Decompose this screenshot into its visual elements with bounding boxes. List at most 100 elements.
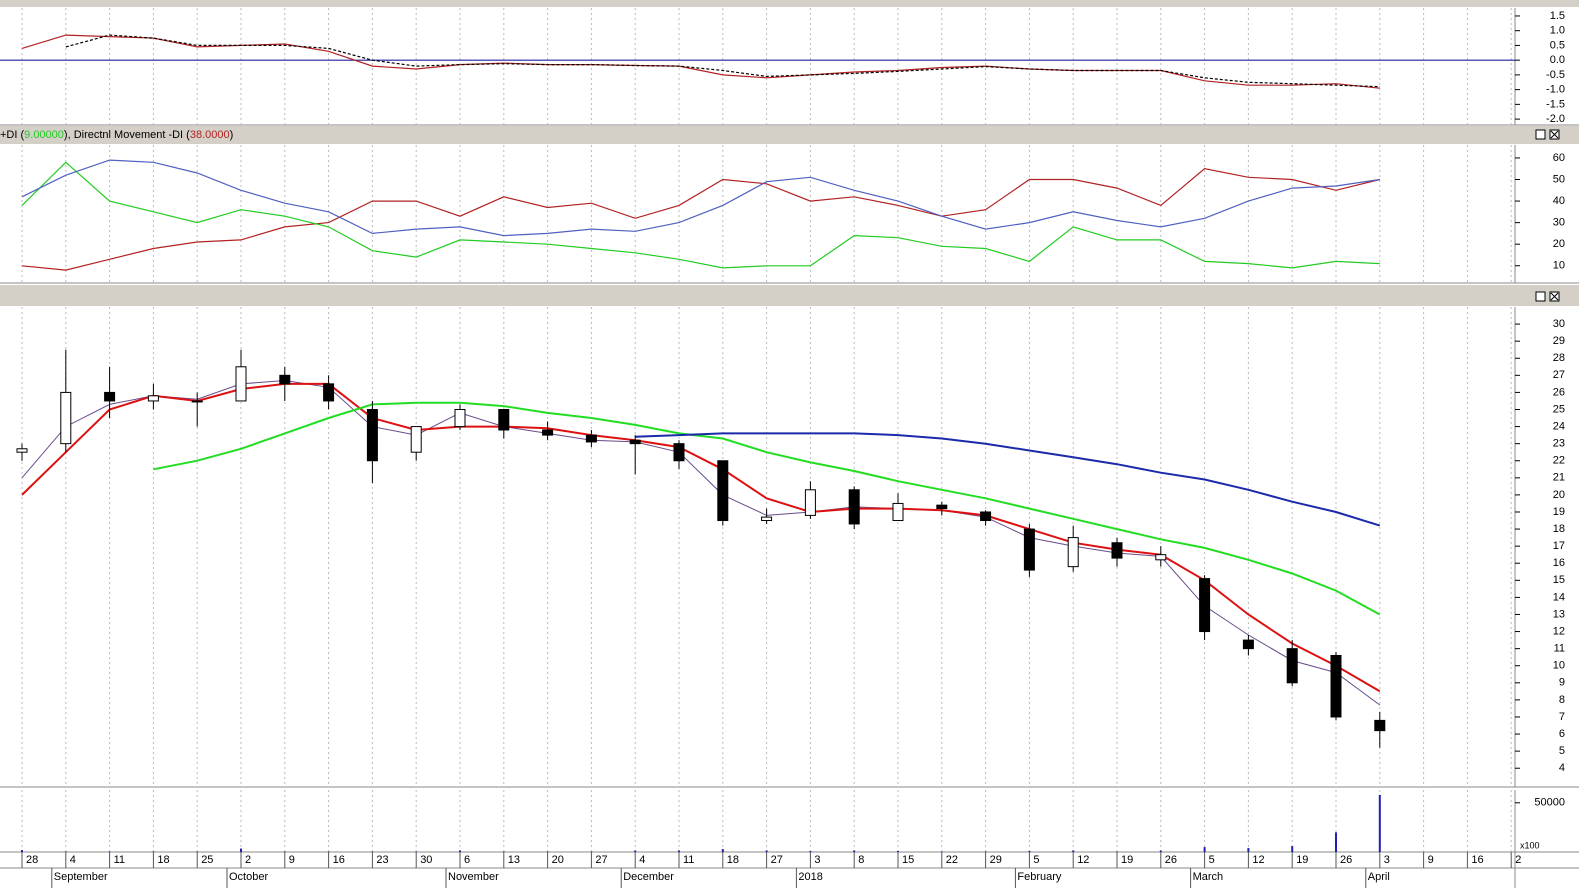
candle-body xyxy=(804,489,816,516)
y-tick-label: 0.0 xyxy=(1550,54,1565,66)
y-tick-label: 28 xyxy=(1553,352,1565,364)
volume-bar xyxy=(240,848,242,852)
y-tick-label: 11 xyxy=(1554,643,1565,655)
y-tick-label: 26 xyxy=(1553,386,1565,398)
y-tick-label: 4 xyxy=(1559,762,1565,774)
x-tick-label: 18 xyxy=(727,854,739,866)
series-line xyxy=(21,379,1381,706)
month-label: December xyxy=(623,871,674,883)
candle-body xyxy=(454,408,466,428)
volume-bar xyxy=(1203,847,1206,852)
y-tick-label: 5 xyxy=(1559,745,1565,757)
y-tick-label: 40 xyxy=(1553,195,1565,207)
series-line xyxy=(21,168,1380,271)
legend-text: ) xyxy=(230,129,234,141)
volume-bar xyxy=(765,850,768,852)
candle-body xyxy=(585,434,597,443)
x-tick-label: 19 xyxy=(1121,854,1133,866)
maximize-button[interactable] xyxy=(1535,291,1546,302)
month-label: October xyxy=(229,871,268,883)
month-label: April xyxy=(1368,871,1390,883)
y-tick-label: 15 xyxy=(1553,574,1565,586)
candle-body xyxy=(1286,648,1298,684)
x-tick-label: 23 xyxy=(376,854,388,866)
x-tick-label: 3 xyxy=(814,854,820,866)
panel-header xyxy=(0,285,1579,306)
close-icon xyxy=(1550,130,1559,139)
volume-unit: x100 xyxy=(1520,840,1540,850)
panel-header xyxy=(0,126,1579,144)
legend-text: ), Directnl Movement -DI ( xyxy=(64,129,190,141)
x-tick-label: 4 xyxy=(639,854,645,866)
x-tick-label: 18 xyxy=(157,854,169,866)
volume-bar xyxy=(1028,851,1031,852)
series-line xyxy=(21,159,1380,237)
x-tick-label: 8 xyxy=(858,854,864,866)
y-tick-label: 29 xyxy=(1553,335,1565,347)
y-tick-label: 30 xyxy=(1553,318,1565,330)
candle-body xyxy=(1023,528,1035,571)
candle-body xyxy=(761,516,773,522)
x-tick-label: 29 xyxy=(990,854,1002,866)
x-tick-label: 9 xyxy=(1428,854,1434,866)
y-tick-label: 9 xyxy=(1559,677,1565,689)
volume-bar xyxy=(634,850,637,852)
x-tick-label: 3 xyxy=(1384,854,1390,866)
y-tick-label: 20 xyxy=(1553,489,1565,501)
candle-body xyxy=(16,448,28,453)
candle-body xyxy=(147,395,159,402)
y-tick-label: 24 xyxy=(1553,420,1565,432)
indicator-legend: +DI (9.00000), Directnl Movement -DI (38… xyxy=(0,129,233,141)
y-tick-label: 1.0 xyxy=(1550,25,1565,37)
volume-bar xyxy=(809,851,812,852)
month-label: 2018 xyxy=(798,871,822,883)
y-tick-label: 10 xyxy=(1553,660,1565,672)
candle-body xyxy=(410,426,422,453)
volume-bar xyxy=(897,851,899,852)
legend-text: +DI ( xyxy=(0,129,24,141)
volume-bar xyxy=(678,850,680,852)
x-tick-label: 26 xyxy=(1165,854,1177,866)
volume-bar xyxy=(1291,846,1294,852)
y-tick-label: 60 xyxy=(1553,152,1565,164)
candle-body xyxy=(1155,554,1167,561)
month-label: February xyxy=(1017,871,1062,883)
series-line xyxy=(635,432,1381,527)
x-tick-label: 5 xyxy=(1033,854,1039,866)
candle-body xyxy=(279,374,291,385)
legend-value: 9.00000 xyxy=(24,129,64,141)
series-line xyxy=(21,161,1380,269)
series-line xyxy=(21,34,1380,89)
volume-bar xyxy=(1247,848,1250,852)
x-tick-label: 11 xyxy=(683,854,694,866)
x-tick-label: 2 xyxy=(1515,854,1521,866)
y-tick-label: 23 xyxy=(1553,438,1565,450)
y-tick-label: 14 xyxy=(1553,591,1565,603)
y-tick-label: 12 xyxy=(1553,625,1565,637)
maximize-button[interactable] xyxy=(1535,129,1546,140)
series-line xyxy=(153,401,1381,616)
candle-body xyxy=(1067,537,1079,568)
close-icon xyxy=(1550,292,1559,301)
y-tick-label: 19 xyxy=(1553,506,1565,518)
candle-body xyxy=(1330,654,1342,718)
y-tick-label: 1.5 xyxy=(1550,10,1565,22)
x-tick-label: 16 xyxy=(333,854,345,866)
x-tick-label: 9 xyxy=(289,854,295,866)
volume-bar xyxy=(459,850,461,852)
x-tick-label: 15 xyxy=(902,854,914,866)
legend-value: 38.0000 xyxy=(190,129,230,141)
month-label: March xyxy=(1193,871,1224,883)
panel-header xyxy=(0,0,1579,7)
candle-body xyxy=(936,504,948,510)
x-tick-label: 26 xyxy=(1340,854,1352,866)
volume-bar xyxy=(1159,850,1162,852)
candle-body xyxy=(542,429,554,436)
candle-body xyxy=(191,400,203,403)
y-tick-label: 7 xyxy=(1559,711,1565,723)
candle-body xyxy=(717,460,729,522)
x-tick-label: 27 xyxy=(771,854,783,866)
x-tick-label: 28 xyxy=(26,854,38,866)
x-tick-label: 12 xyxy=(1077,854,1089,866)
